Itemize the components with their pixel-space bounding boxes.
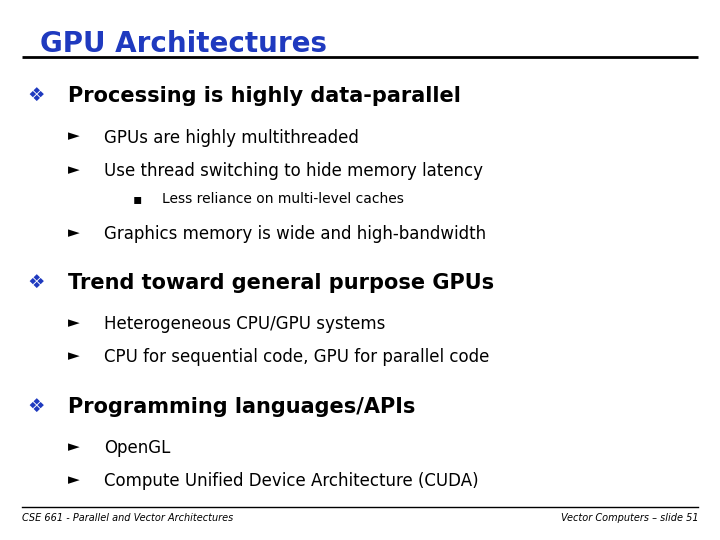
Text: ►: ► bbox=[68, 348, 80, 363]
Text: Trend toward general purpose GPUs: Trend toward general purpose GPUs bbox=[68, 273, 495, 293]
Text: CPU for sequential code, GPU for parallel code: CPU for sequential code, GPU for paralle… bbox=[104, 348, 490, 366]
Text: Vector Computers – slide 51: Vector Computers – slide 51 bbox=[561, 513, 698, 523]
Text: ►: ► bbox=[68, 439, 80, 454]
Text: ❖: ❖ bbox=[27, 397, 45, 416]
Text: CSE 661 - Parallel and Vector Architectures: CSE 661 - Parallel and Vector Architectu… bbox=[22, 513, 233, 523]
Text: ►: ► bbox=[68, 472, 80, 488]
Text: Programming languages/APIs: Programming languages/APIs bbox=[68, 397, 415, 417]
Text: ▪: ▪ bbox=[133, 192, 143, 206]
Text: OpenGL: OpenGL bbox=[104, 439, 171, 457]
Text: ❖: ❖ bbox=[27, 273, 45, 292]
Text: ►: ► bbox=[68, 225, 80, 240]
Text: Use thread switching to hide memory latency: Use thread switching to hide memory late… bbox=[104, 162, 483, 180]
Text: GPUs are highly multithreaded: GPUs are highly multithreaded bbox=[104, 129, 359, 146]
Text: Processing is highly data-parallel: Processing is highly data-parallel bbox=[68, 86, 462, 106]
Text: ►: ► bbox=[68, 129, 80, 144]
Text: Graphics memory is wide and high-bandwidth: Graphics memory is wide and high-bandwid… bbox=[104, 225, 487, 243]
Text: GPU Architectures: GPU Architectures bbox=[40, 30, 327, 58]
Text: Compute Unified Device Architecture (CUDA): Compute Unified Device Architecture (CUD… bbox=[104, 472, 479, 490]
Text: Heterogeneous CPU/GPU systems: Heterogeneous CPU/GPU systems bbox=[104, 315, 386, 333]
Text: ►: ► bbox=[68, 315, 80, 330]
Text: Less reliance on multi-level caches: Less reliance on multi-level caches bbox=[162, 192, 404, 206]
Text: ►: ► bbox=[68, 162, 80, 177]
Text: ❖: ❖ bbox=[27, 86, 45, 105]
